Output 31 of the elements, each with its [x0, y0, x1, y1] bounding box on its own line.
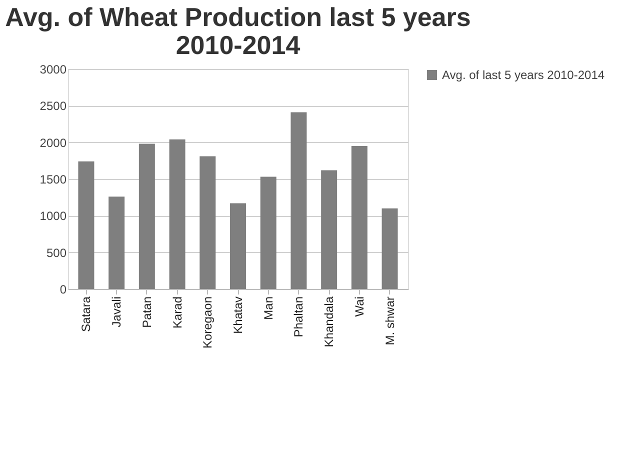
- bar: [260, 176, 276, 289]
- y-tick-label: 3000: [40, 62, 67, 76]
- y-tick-label: 2000: [40, 136, 67, 150]
- x-tick-label: Patan: [140, 296, 154, 328]
- x-tick-label: Wai: [352, 296, 366, 317]
- y-tick-label: 2500: [40, 99, 67, 114]
- bar: [169, 139, 186, 289]
- bar: [321, 170, 338, 289]
- bar: [382, 208, 398, 289]
- bar: [108, 196, 125, 289]
- chart-title: Avg. of Wheat Production last 5 years 2010-2014: [5, 2, 471, 60]
- bar: [290, 112, 307, 289]
- y-tick-label: 0: [60, 282, 67, 296]
- x-tick-label: Khandala: [322, 296, 336, 348]
- x-tick-label: Karad: [170, 296, 184, 329]
- y-tick-label: 1500: [40, 172, 67, 186]
- bar: [78, 161, 94, 289]
- x-tick-label: M. shwar: [382, 296, 397, 346]
- x-tick-label: Man: [261, 296, 276, 320]
- x-tick-label: Koregaon: [200, 296, 215, 349]
- bar: [351, 146, 368, 289]
- legend-label: Avg. of last 5 years 2010-2014: [442, 68, 605, 82]
- bar: [200, 156, 216, 289]
- y-tick-label: 500: [46, 246, 67, 260]
- x-tick-label: Phaltan: [292, 296, 306, 338]
- y-tick-label: 1000: [40, 209, 67, 224]
- bar: [138, 144, 155, 289]
- x-tick-label: Satara: [79, 296, 94, 332]
- x-tick-label: Javali: [110, 296, 124, 328]
- bar: [230, 203, 246, 289]
- x-tick-label: Khatav: [231, 296, 245, 334]
